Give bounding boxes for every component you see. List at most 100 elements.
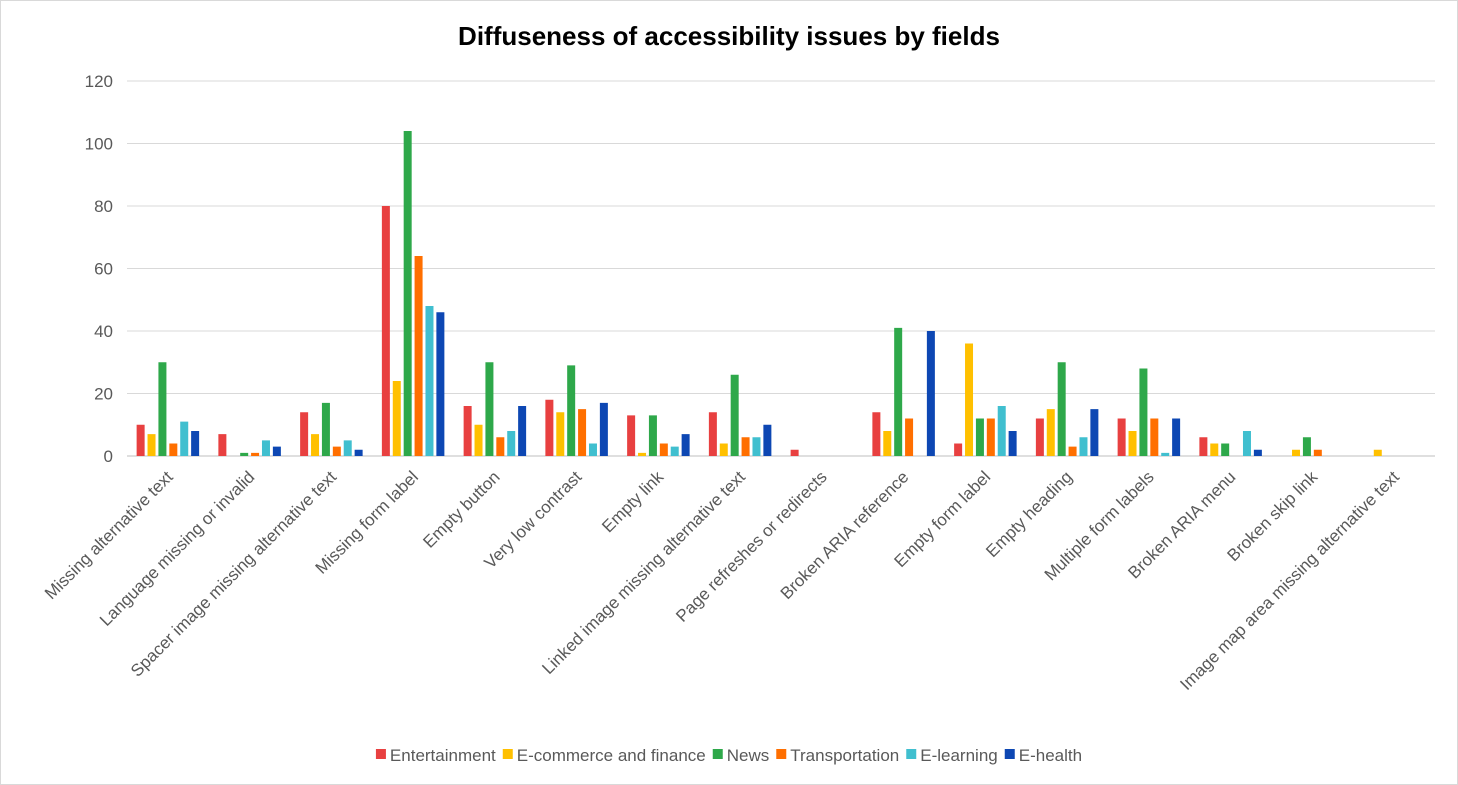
bar — [1068, 446, 1077, 456]
x-tick-label: Page refreshes or redirects — [672, 467, 830, 625]
bar — [1090, 409, 1099, 456]
bar — [191, 431, 200, 456]
bar — [954, 443, 963, 456]
bar — [752, 437, 761, 456]
legend-swatch — [712, 749, 723, 759]
y-tick-label: 20 — [94, 385, 113, 404]
bar — [1046, 409, 1055, 456]
legend-swatch — [776, 749, 787, 759]
y-tick-label: 60 — [94, 260, 113, 279]
bar — [436, 312, 445, 456]
bar — [872, 412, 881, 456]
y-tick-label: 80 — [94, 197, 113, 216]
bar — [332, 446, 341, 456]
bar — [975, 418, 984, 456]
bar — [1221, 443, 1230, 456]
bar — [463, 406, 472, 456]
bar — [518, 406, 527, 456]
legend-swatch — [375, 749, 386, 759]
bar — [1035, 418, 1044, 456]
y-tick-label: 120 — [85, 72, 113, 91]
bar — [218, 434, 227, 456]
bar — [343, 440, 352, 456]
legend-swatch — [502, 749, 513, 759]
bar — [763, 424, 772, 456]
bar — [708, 412, 717, 456]
legend-label: News — [727, 746, 770, 765]
bar — [251, 452, 260, 456]
legend-item: E-commerce and finance — [502, 746, 706, 765]
legend-label: Transportation — [790, 746, 899, 765]
bar — [1242, 431, 1251, 456]
legend-item: News — [712, 746, 770, 765]
bar — [1199, 437, 1208, 456]
bar — [670, 446, 679, 456]
y-axis-tick-labels: 0 20 40 60 80 100 120 — [85, 72, 113, 466]
y-tick-label: 100 — [85, 135, 113, 154]
x-tick-label: Empty button — [419, 467, 503, 551]
bar — [905, 418, 914, 456]
bar — [392, 381, 401, 456]
bar — [300, 412, 309, 456]
bar — [261, 440, 270, 456]
bar — [627, 415, 636, 456]
bar — [321, 402, 330, 456]
bar — [681, 434, 690, 456]
x-tick-label: Empty heading — [982, 467, 1076, 561]
x-tick-label: Language missing or invalid — [96, 467, 258, 629]
bar — [1117, 418, 1126, 456]
gridlines — [127, 80, 1435, 457]
bar — [1313, 449, 1322, 456]
legend-item: E-learning — [906, 746, 998, 765]
bar — [986, 418, 995, 456]
bars — [136, 131, 1382, 456]
bar — [926, 331, 935, 456]
bar — [414, 256, 423, 456]
bar — [997, 406, 1006, 456]
bar — [147, 434, 156, 456]
bar — [180, 421, 189, 456]
legend-item: Transportation — [776, 746, 899, 765]
bar — [136, 424, 145, 456]
chart-title: Diffuseness of accessibility issues by f… — [458, 21, 1000, 51]
bar — [730, 374, 739, 456]
bar — [403, 131, 412, 456]
bar — [883, 431, 892, 456]
bar — [1008, 431, 1017, 456]
bar — [425, 306, 434, 456]
bar — [659, 443, 668, 456]
legend-item: E-health — [1004, 746, 1082, 765]
bar — [1210, 443, 1219, 456]
bar — [599, 402, 608, 456]
y-tick-label: 40 — [94, 322, 113, 341]
legend-swatch — [1004, 749, 1015, 759]
bar — [1150, 418, 1159, 456]
bar — [1057, 362, 1066, 456]
y-tick-label: 0 — [104, 447, 113, 466]
bar — [1373, 449, 1382, 456]
bar — [272, 446, 281, 456]
legend-label: E-health — [1019, 746, 1082, 765]
bar — [354, 449, 363, 456]
bar — [1139, 368, 1148, 456]
bar — [1079, 437, 1088, 456]
bar — [578, 409, 587, 456]
bar — [496, 437, 505, 456]
legend-swatch — [906, 749, 917, 759]
bar — [311, 434, 320, 456]
bar — [719, 443, 728, 456]
x-tick-label: Empty link — [598, 467, 667, 536]
bar — [588, 443, 597, 456]
bar — [638, 452, 647, 456]
bar — [507, 431, 516, 456]
bar — [1161, 452, 1170, 456]
legend-label: E-commerce and finance — [517, 746, 706, 765]
bar — [381, 206, 390, 456]
bar — [474, 424, 483, 456]
bar — [965, 343, 974, 456]
bar — [894, 327, 903, 456]
bar — [648, 415, 657, 456]
